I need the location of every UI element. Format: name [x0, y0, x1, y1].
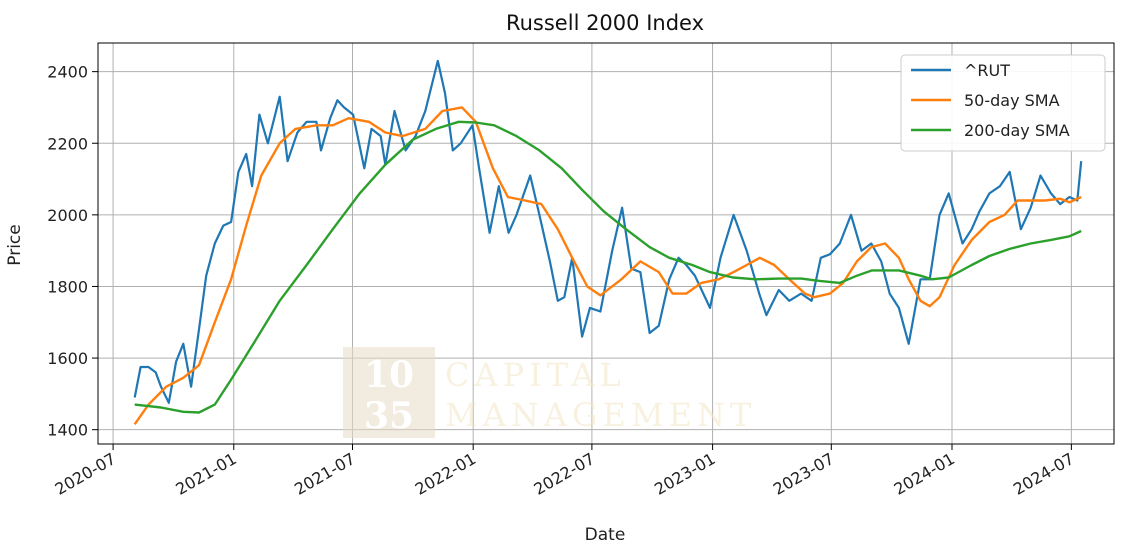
watermark-box	[343, 347, 435, 438]
watermark-text-line2: MANAGEMENT	[445, 396, 756, 434]
y-axis-label: Price	[5, 224, 25, 265]
watermark-text-line1: CAPITAL	[445, 356, 626, 394]
y-tick-label: 1800	[47, 277, 88, 296]
y-tick-label: 1400	[47, 421, 88, 440]
y-tick-label: 1600	[47, 349, 88, 368]
series-line-3	[134, 120, 1082, 414]
x-axis-label: Date	[585, 525, 626, 545]
watermark-box-line1: 10	[364, 354, 414, 396]
x-tick-label: 2023-01	[651, 449, 718, 499]
y-tick-label: 2400	[47, 63, 88, 82]
chart-title: Russell 2000 Index	[506, 11, 704, 35]
legend-label-1: ^RUT	[964, 61, 1010, 80]
watermark-box-line2: 35	[364, 395, 414, 437]
x-tick-label: 2022-01	[412, 449, 479, 499]
grid-lines	[98, 43, 1114, 444]
legend-box	[900, 54, 1106, 152]
legend-label-3: 200-day SMA	[964, 121, 1070, 140]
x-tick-label: 2020-07	[52, 449, 119, 499]
y-tick-label: 2200	[47, 134, 88, 153]
y-tick-label: 2000	[47, 206, 88, 225]
x-tick-label: 2023-07	[770, 449, 837, 499]
plot-frame	[97, 42, 1115, 445]
x-tick-label: 2024-01	[891, 449, 958, 499]
watermark-logo: 10 35 CAPITAL MANAGEMENT	[343, 347, 756, 438]
legend-label-2: 50-day SMA	[964, 91, 1060, 110]
series-group	[133, 59, 1083, 425]
x-tick-label: 2021-07	[291, 449, 358, 499]
x-tick-label: 2022-07	[530, 449, 597, 499]
x-tick-label: 2021-01	[172, 449, 239, 499]
series-line-2	[133, 106, 1082, 425]
legend: ^RUT 50-day SMA 200-day SMA	[900, 54, 1106, 152]
x-tick-label: 2024-07	[1010, 449, 1077, 499]
series-line-1	[133, 59, 1083, 404]
